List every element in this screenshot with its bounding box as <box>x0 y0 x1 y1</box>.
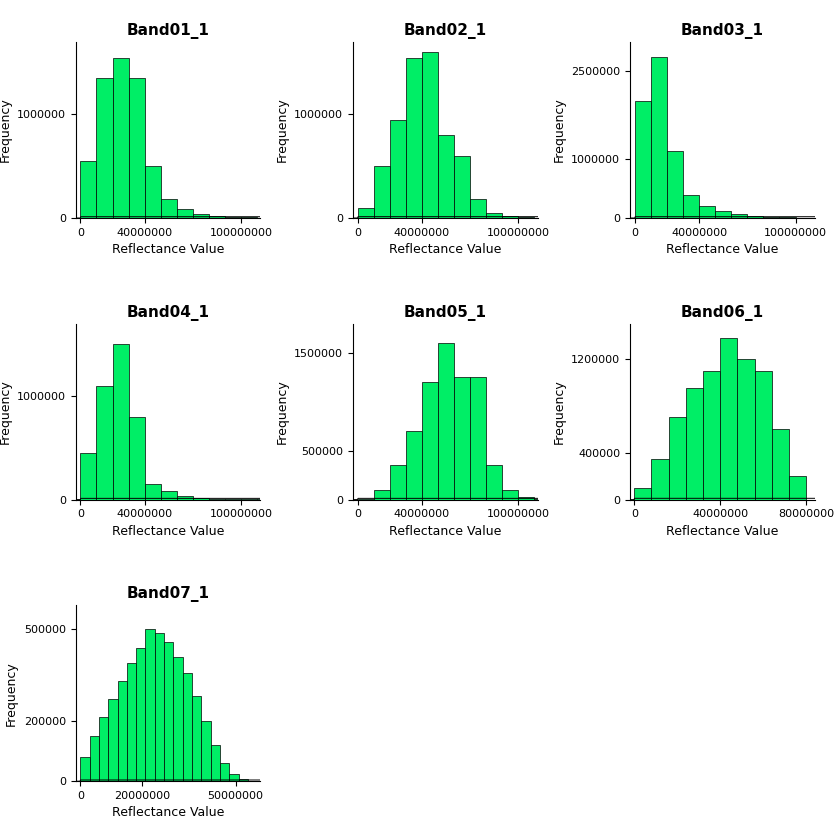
Bar <box>229 774 239 781</box>
Bar <box>81 453 97 500</box>
Bar <box>183 674 192 781</box>
Bar <box>422 382 438 500</box>
Bar <box>454 156 470 218</box>
Bar <box>193 498 209 500</box>
Bar <box>772 429 789 500</box>
Bar <box>699 207 715 218</box>
Bar <box>239 779 248 781</box>
Bar <box>97 78 113 218</box>
Y-axis label: Frequency: Frequency <box>0 97 11 162</box>
X-axis label: Reflectance Value: Reflectance Value <box>112 244 224 256</box>
Bar <box>202 721 211 781</box>
Bar <box>97 386 113 500</box>
Bar <box>211 745 220 781</box>
X-axis label: Reflectance Value: Reflectance Value <box>112 806 224 820</box>
Bar <box>754 370 772 500</box>
Bar <box>438 344 454 500</box>
Bar <box>738 359 754 500</box>
Bar <box>374 166 390 218</box>
Bar <box>81 757 90 781</box>
Bar <box>192 696 202 781</box>
Bar <box>173 657 183 781</box>
Bar <box>108 699 118 781</box>
Bar <box>454 377 470 500</box>
Bar <box>748 216 764 218</box>
Title: Band06_1: Band06_1 <box>681 305 764 321</box>
X-axis label: Reflectance Value: Reflectance Value <box>389 525 501 538</box>
Bar <box>144 484 160 500</box>
Bar <box>136 648 145 781</box>
Bar <box>652 459 669 500</box>
Bar <box>651 56 667 218</box>
Y-axis label: Frequency: Frequency <box>0 379 11 444</box>
X-axis label: Reflectance Value: Reflectance Value <box>112 525 224 538</box>
Y-axis label: Frequency: Frequency <box>276 97 288 162</box>
Bar <box>390 119 406 218</box>
Bar <box>81 161 97 218</box>
Bar <box>390 465 406 500</box>
Bar <box>470 199 486 218</box>
Bar <box>764 217 780 218</box>
Title: Band03_1: Band03_1 <box>681 23 764 39</box>
Bar <box>715 211 732 218</box>
Bar <box>667 150 683 218</box>
X-axis label: Reflectance Value: Reflectance Value <box>666 525 779 538</box>
Bar <box>164 642 173 781</box>
Bar <box>406 431 422 500</box>
Bar <box>374 490 390 500</box>
Bar <box>669 417 686 500</box>
Bar <box>720 338 738 500</box>
Bar <box>438 135 454 218</box>
Bar <box>470 377 486 500</box>
Bar <box>99 717 108 781</box>
Bar <box>634 488 652 500</box>
Bar <box>220 763 229 781</box>
Bar <box>502 490 518 500</box>
Bar <box>209 216 225 218</box>
Bar <box>518 496 534 500</box>
Bar <box>90 736 99 781</box>
Bar <box>486 465 502 500</box>
Bar <box>155 633 164 781</box>
Bar <box>113 57 129 218</box>
Bar <box>422 52 438 218</box>
X-axis label: Reflectance Value: Reflectance Value <box>389 244 501 256</box>
Y-axis label: Frequency: Frequency <box>553 379 565 444</box>
Title: Band01_1: Band01_1 <box>127 23 209 39</box>
Y-axis label: Frequency: Frequency <box>553 97 565 162</box>
Bar <box>358 499 374 500</box>
Bar <box>486 213 502 218</box>
Bar <box>789 476 806 500</box>
Bar <box>127 663 136 781</box>
Bar <box>144 166 160 218</box>
Bar <box>160 199 177 218</box>
Bar <box>129 78 144 218</box>
Bar <box>193 214 209 218</box>
Bar <box>129 417 144 500</box>
Bar <box>118 681 127 781</box>
Bar <box>502 216 518 218</box>
Bar <box>177 496 193 500</box>
Title: Band05_1: Band05_1 <box>404 305 486 321</box>
X-axis label: Reflectance Value: Reflectance Value <box>666 244 779 256</box>
Bar <box>113 344 129 500</box>
Bar <box>406 57 422 218</box>
Bar <box>160 491 177 500</box>
Bar <box>635 101 651 218</box>
Y-axis label: Frequency: Frequency <box>276 379 288 444</box>
Bar <box>732 214 748 218</box>
Bar <box>703 370 720 500</box>
Title: Band04_1: Band04_1 <box>127 305 209 321</box>
Bar <box>358 207 374 218</box>
Bar <box>145 629 155 781</box>
Bar <box>177 208 193 218</box>
Bar <box>683 195 699 218</box>
Bar <box>225 217 241 218</box>
Title: Band07_1: Band07_1 <box>127 586 209 602</box>
Bar <box>534 499 550 500</box>
Title: Band02_1: Band02_1 <box>404 23 486 39</box>
Bar <box>686 388 703 500</box>
Y-axis label: Frequency: Frequency <box>5 661 18 726</box>
